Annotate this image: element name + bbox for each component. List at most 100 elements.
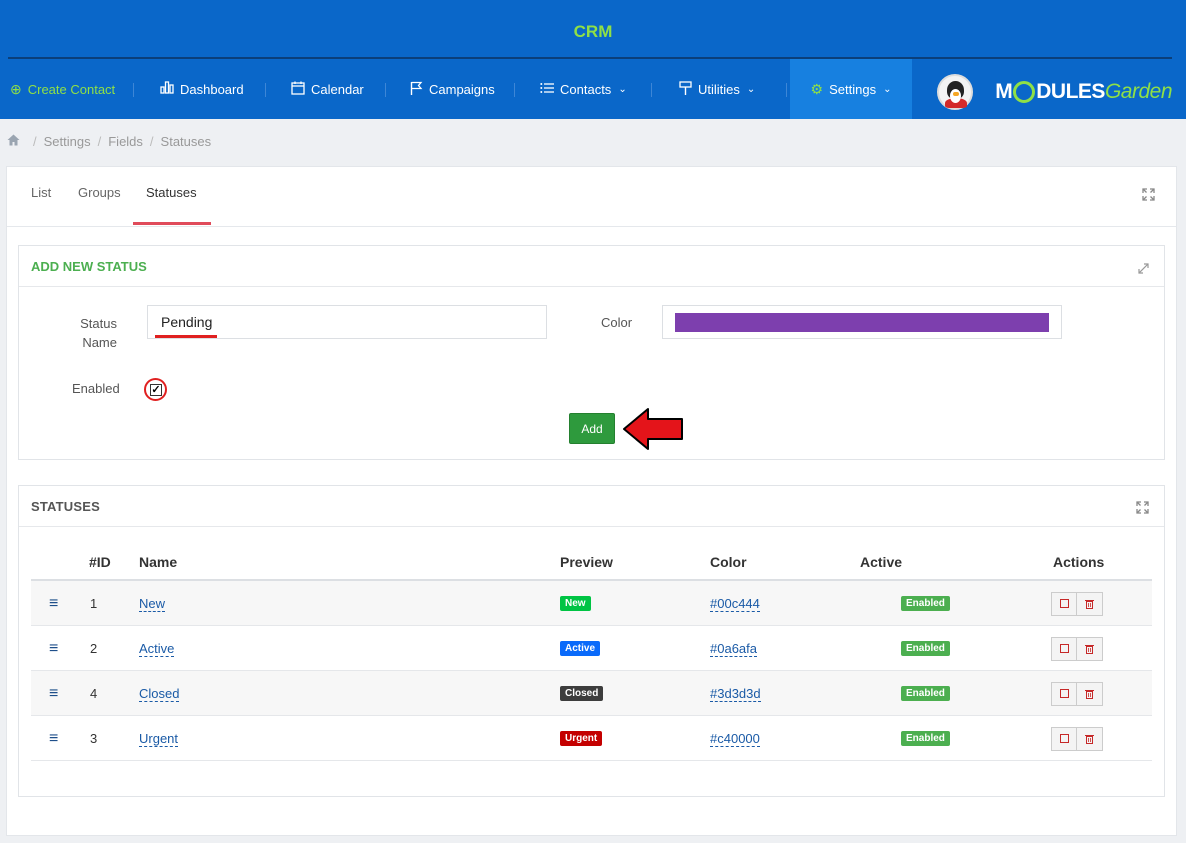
add-button[interactable]: Add bbox=[569, 413, 615, 444]
nav-separator bbox=[786, 83, 787, 97]
table-row: ≡ 1 New New #00c444 Enabled bbox=[31, 581, 1152, 626]
status-active-badge[interactable]: Enabled bbox=[901, 641, 950, 656]
nav-create-contact-label: Create Contact bbox=[27, 81, 116, 97]
breadcrumb-settings[interactable]: Settings bbox=[43, 134, 91, 149]
color-picker-field[interactable] bbox=[662, 305, 1062, 339]
nav-utilities[interactable]: Utilities ⌄ bbox=[679, 59, 755, 119]
breadcrumb-fields[interactable]: Fields bbox=[108, 134, 143, 149]
enabled-checkbox[interactable]: ✓ bbox=[150, 384, 162, 396]
brand-logo: M DULES Garden bbox=[937, 74, 1173, 110]
user-avatar[interactable] bbox=[937, 74, 974, 110]
chevron-down-icon: ⌄ bbox=[746, 83, 756, 95]
nav-separator bbox=[385, 83, 386, 97]
tab-statuses[interactable]: Statuses bbox=[146, 185, 197, 200]
tab-list[interactable]: List bbox=[31, 185, 52, 200]
trash-icon[interactable] bbox=[1077, 681, 1103, 706]
tab-bar: List Groups Statuses bbox=[7, 167, 1176, 227]
nav-campaigns[interactable]: Campaigns bbox=[410, 59, 495, 119]
home-icon[interactable] bbox=[7, 134, 20, 149]
breadcrumb: / Settings / Fields / Statuses bbox=[7, 134, 211, 149]
status-name-input[interactable]: Pending bbox=[147, 305, 547, 339]
main-panel: List Groups Statuses ADD NEW STATUS Stat… bbox=[6, 166, 1177, 836]
status-active-badge[interactable]: Enabled bbox=[901, 686, 950, 701]
signpost-icon bbox=[679, 80, 692, 98]
status-id: 2 bbox=[90, 641, 98, 656]
column-header-preview: Preview bbox=[560, 554, 613, 570]
fullscreen-icon[interactable] bbox=[1142, 188, 1155, 204]
status-name-link[interactable]: Closed bbox=[139, 685, 180, 702]
statuses-panel: STATUSES #ID Name Preview Color Active A… bbox=[18, 485, 1165, 797]
edit-icon[interactable] bbox=[1051, 591, 1077, 616]
logo-o-ring bbox=[1013, 81, 1036, 103]
bar-chart-icon bbox=[160, 81, 174, 97]
nav-utilities-label: Utilities bbox=[698, 81, 740, 97]
status-id: 1 bbox=[90, 596, 98, 611]
trash-icon[interactable] bbox=[1077, 636, 1103, 661]
nav-campaigns-label: Campaigns bbox=[429, 81, 495, 97]
status-id: 4 bbox=[90, 686, 98, 701]
modulesgarden-logo: M DULES Garden bbox=[995, 80, 1173, 103]
column-header-active: Active bbox=[860, 554, 903, 570]
drag-handle-icon[interactable]: ≡ bbox=[49, 639, 59, 657]
edit-icon[interactable] bbox=[1051, 726, 1077, 751]
chevron-down-icon: ⌄ bbox=[618, 83, 627, 95]
table-header-divider bbox=[31, 579, 1152, 581]
chevron-down-icon: ⌄ bbox=[883, 83, 892, 95]
flag-icon bbox=[410, 81, 423, 98]
status-active-badge[interactable]: Enabled bbox=[901, 731, 950, 746]
column-header-color: Color bbox=[710, 554, 747, 570]
status-color-link[interactable]: #00c444 bbox=[710, 595, 760, 612]
drag-handle-icon[interactable]: ≡ bbox=[49, 684, 59, 702]
gear-icon: ⚙ bbox=[810, 80, 824, 97]
table-row: ≡ 3 Urgent Urgent #c40000 Enabled bbox=[31, 716, 1152, 761]
status-preview-badge: Active bbox=[560, 641, 601, 656]
status-preview-badge: Urgent bbox=[560, 731, 603, 746]
status-name-link[interactable]: Active bbox=[139, 640, 175, 657]
column-header-id: #ID bbox=[89, 554, 111, 570]
status-active-badge[interactable]: Enabled bbox=[901, 596, 950, 611]
status-name-highlight bbox=[155, 335, 217, 338]
status-color-link[interactable]: #3d3d3d bbox=[710, 685, 761, 702]
trash-icon[interactable] bbox=[1077, 591, 1103, 616]
status-name-link[interactable]: New bbox=[139, 595, 166, 612]
list-icon bbox=[540, 81, 554, 97]
tab-groups[interactable]: Groups bbox=[78, 185, 121, 200]
breadcrumb-statuses: Statuses bbox=[160, 134, 212, 149]
collapse-icon[interactable] bbox=[1138, 262, 1149, 277]
fullscreen-icon[interactable] bbox=[1136, 501, 1149, 517]
enabled-checkbox-highlight: ✓ bbox=[144, 378, 167, 401]
add-status-panel: ADD NEW STATUS Status Name Pending Color… bbox=[18, 245, 1165, 460]
status-preview-badge: Closed bbox=[560, 686, 604, 701]
calendar-icon bbox=[291, 81, 305, 98]
add-status-title: ADD NEW STATUS bbox=[31, 258, 147, 274]
status-color-link[interactable]: #0a6afa bbox=[710, 640, 757, 657]
top-header: CRM ⊕ Create Contact Dashboard Calendar … bbox=[0, 0, 1186, 119]
nav-contacts[interactable]: Contacts ⌄ bbox=[540, 59, 627, 119]
statuses-header: STATUSES bbox=[19, 486, 1164, 527]
nav-settings[interactable]: ⚙ Settings ⌄ bbox=[790, 59, 912, 119]
trash-icon[interactable] bbox=[1077, 726, 1103, 751]
status-color-link[interactable]: #c40000 bbox=[710, 730, 760, 747]
status-name-label: Status Name bbox=[80, 316, 117, 350]
main-nav: ⊕ Create Contact Dashboard Calendar Camp… bbox=[0, 59, 1186, 119]
status-id: 3 bbox=[90, 731, 98, 746]
nav-contacts-label: Contacts bbox=[560, 81, 612, 97]
nav-settings-label: Settings bbox=[829, 81, 877, 97]
status-preview-badge: New bbox=[560, 596, 591, 611]
nav-separator bbox=[514, 83, 515, 97]
edit-icon[interactable] bbox=[1051, 636, 1077, 661]
edit-icon[interactable] bbox=[1051, 681, 1077, 706]
nav-separator bbox=[265, 83, 266, 97]
nav-separator bbox=[651, 83, 652, 97]
status-name-link[interactable]: Urgent bbox=[139, 730, 179, 747]
nav-calendar[interactable]: Calendar bbox=[291, 59, 364, 119]
nav-separator bbox=[133, 83, 134, 97]
column-header-actions: Actions bbox=[1053, 554, 1105, 570]
nav-dashboard-label: Dashboard bbox=[180, 81, 244, 97]
color-swatch[interactable] bbox=[675, 313, 1049, 332]
nav-create-contact[interactable]: ⊕ Create Contact bbox=[10, 59, 115, 119]
drag-handle-icon[interactable]: ≡ bbox=[49, 594, 59, 612]
pointer-arrow-icon bbox=[622, 407, 684, 454]
drag-handle-icon[interactable]: ≡ bbox=[49, 729, 59, 747]
nav-dashboard[interactable]: Dashboard bbox=[160, 59, 244, 119]
